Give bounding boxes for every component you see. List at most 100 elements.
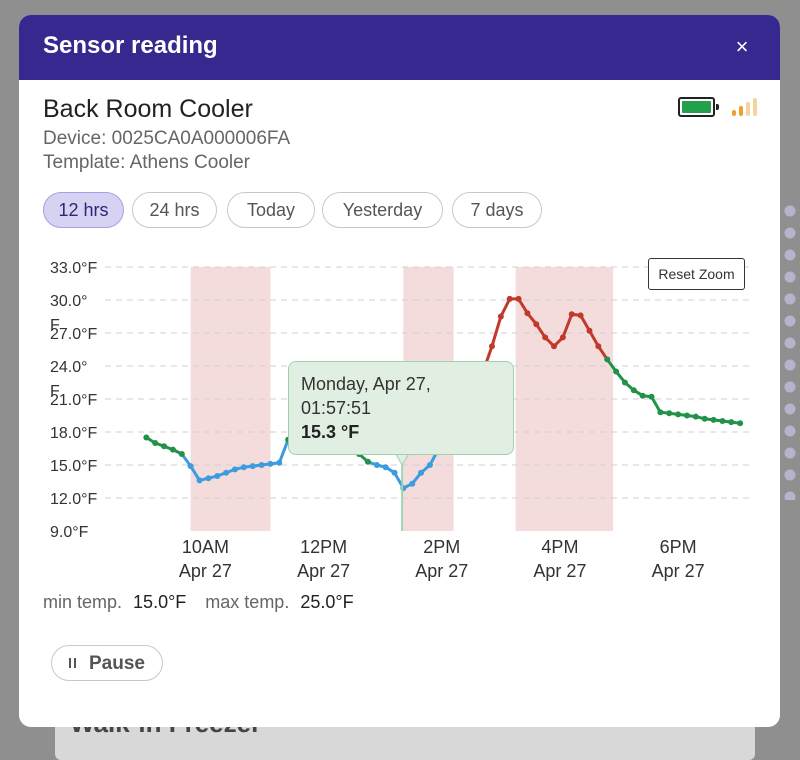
data-point	[240, 464, 247, 471]
pause-button[interactable]: Pause	[51, 645, 163, 681]
alert-band-2	[515, 267, 614, 531]
data-point	[692, 413, 699, 420]
data-point	[604, 356, 611, 363]
device-name: Back Room Cooler	[43, 95, 253, 123]
data-point	[559, 334, 566, 341]
y-tick-label: 30.0° F	[50, 293, 88, 334]
data-point	[675, 411, 682, 418]
data-point	[258, 462, 265, 468]
data-point	[214, 473, 221, 479]
x-tick-label: 12PM	[300, 537, 347, 557]
data-point	[364, 458, 371, 465]
y-tick-label: 33.0°F	[50, 260, 98, 277]
data-point	[178, 451, 185, 457]
data-point	[409, 480, 416, 487]
max-temp-label: max temp.	[205, 592, 290, 612]
reset-zoom-button[interactable]: Reset Zoom	[648, 258, 745, 290]
x-tick-label: 10AM	[182, 537, 229, 557]
data-point	[267, 460, 274, 467]
data-point	[524, 310, 531, 317]
data-point	[249, 463, 256, 470]
data-point	[737, 420, 744, 427]
data-point	[223, 469, 230, 476]
y-tick-label: 21.0°F	[50, 392, 98, 409]
data-point	[161, 443, 168, 450]
data-point	[666, 410, 673, 417]
data-point	[613, 368, 620, 375]
data-point	[231, 466, 238, 473]
tab-7-days[interactable]: 7 days	[452, 192, 542, 228]
x-tick-date: Apr 27	[179, 561, 232, 581]
close-icon[interactable]: ×	[735, 34, 749, 59]
data-point	[418, 469, 425, 476]
data-point	[382, 464, 389, 471]
data-point	[719, 418, 726, 424]
tooltip-value: 15.3 °F	[301, 422, 360, 442]
sensor-reading-modal: Sensor reading × Back Room Cooler Device…	[19, 15, 780, 727]
tab-12-hrs[interactable]: 12 hrs	[43, 192, 124, 228]
data-point	[710, 416, 717, 423]
tab-24-hrs[interactable]: 24 hrs	[132, 192, 217, 228]
data-point	[683, 412, 690, 419]
series-segment	[499, 297, 512, 318]
device-id: Device: 0025CA0A000006FA	[43, 128, 291, 149]
min-temp-label: min temp.	[43, 592, 123, 612]
y-tick-label: 18.0°F	[50, 425, 98, 442]
x-tick-date: Apr 27	[415, 561, 468, 581]
data-point	[205, 475, 212, 482]
max-temp-value: 25.0°F	[300, 592, 354, 612]
data-point	[595, 343, 602, 350]
data-point	[488, 343, 495, 350]
y-tick-label: 12.0°F	[50, 491, 98, 508]
data-point	[701, 415, 708, 422]
data-point	[169, 446, 176, 453]
series-segment	[490, 315, 503, 348]
data-point	[196, 477, 203, 484]
min-temp-value: 15.0°F	[133, 592, 187, 612]
temperature-chart[interactable]: 9.0°F 12.0°F 15.0°F 18.0°F 21.0°F 24.0° F 27.0°…	[19, 237, 780, 587]
chart-tooltip: Monday, Apr 27, 01:57:51 15.3 °F	[288, 361, 514, 455]
device-template: Template: Athens Cooler	[43, 152, 251, 173]
data-point	[373, 462, 380, 468]
data-point	[577, 312, 584, 319]
x-tick-label: 6PM	[660, 537, 697, 557]
y-tick-label: 9.0°F	[50, 524, 89, 541]
series-segment	[561, 312, 574, 339]
data-point	[568, 311, 575, 318]
data-point	[542, 334, 549, 341]
data-point	[621, 379, 628, 386]
data-point	[648, 393, 655, 400]
data-point	[276, 459, 283, 466]
data-point	[586, 327, 593, 334]
data-point	[728, 419, 735, 426]
x-tick-label: 4PM	[541, 537, 578, 557]
data-point	[497, 313, 504, 320]
data-point	[143, 434, 150, 441]
battery-icon	[678, 97, 719, 117]
x-tick-label: 2PM	[423, 537, 460, 557]
data-point	[391, 469, 398, 476]
tab-today[interactable]: Today	[227, 192, 315, 228]
tab-yesterday[interactable]: Yesterday	[322, 192, 443, 228]
data-point	[630, 387, 637, 394]
data-point	[426, 462, 433, 468]
signal-strength-icon	[732, 98, 758, 116]
modal-header: Sensor reading ×	[19, 15, 780, 80]
x-tick-date: Apr 27	[297, 561, 350, 581]
data-point	[533, 321, 540, 328]
background-decoration	[780, 200, 800, 500]
x-tick-date: Apr 27	[652, 561, 705, 581]
pause-icon	[69, 658, 77, 668]
y-tick-label: 15.0°F	[50, 458, 98, 475]
temperature-stats: min temp. 15.0°F max temp. 25.0°F	[43, 592, 354, 613]
x-tick-date: Apr 27	[533, 561, 586, 581]
modal-title: Sensor reading	[43, 32, 218, 59]
series-segment	[277, 438, 290, 465]
data-point	[639, 392, 646, 399]
data-point	[152, 440, 159, 446]
data-point	[187, 463, 194, 470]
data-point	[657, 409, 664, 416]
data-point	[515, 295, 522, 302]
data-point	[551, 343, 558, 350]
y-tick-label: 27.0°F	[50, 326, 98, 343]
